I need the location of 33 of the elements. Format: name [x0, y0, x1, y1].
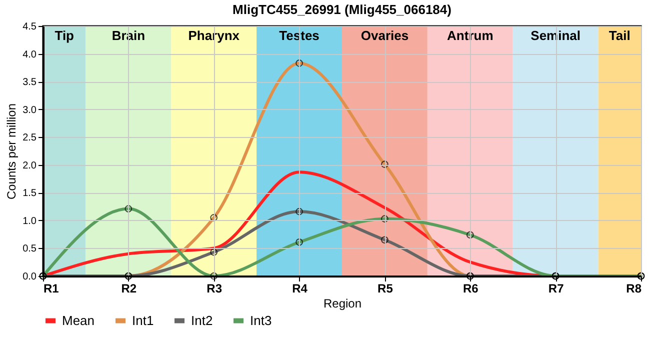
x-tick-label: R2 [121, 282, 137, 296]
x-tick-label: R6 [462, 282, 479, 296]
x-tick-label: R4 [292, 282, 308, 296]
chart-title: MligTC455_26991 (Mlig455_066184) [232, 2, 452, 17]
y-tick-label: 1.5 [22, 188, 37, 200]
band-label: Testes [279, 28, 320, 43]
y-tick-label: 3.5 [22, 77, 37, 88]
x-axis-title: Region [323, 296, 362, 310]
y-tick-label: 0.0 [22, 272, 37, 282]
band-label: Brain [112, 28, 146, 43]
band-label: Seminal [530, 28, 580, 43]
band-label: Pharynx [188, 28, 240, 43]
y-tick-label: 0.5 [22, 244, 37, 255]
band-label: Antrum [447, 28, 494, 43]
legend-label: Int3 [250, 312, 272, 328]
y-axis-title: Counts per million [4, 103, 19, 200]
band-label: Tip [54, 28, 74, 43]
x-tick-label: R5 [378, 282, 394, 296]
x-tick-label: R1 [44, 282, 60, 296]
y-tick-label: 1.0 [22, 216, 37, 227]
y-tick-label: 2.5 [22, 132, 37, 144]
y-tick-label: 2.0 [22, 160, 37, 172]
x-tick-label: R7 [548, 282, 564, 296]
legend-label: Mean [62, 312, 95, 328]
y-tick-label: 4.0 [22, 49, 37, 60]
legend-label: Int1 [132, 312, 154, 328]
x-tick-label: R3 [206, 282, 222, 296]
y-tick-label: 4.5 [22, 22, 37, 32]
band-label: Ovaries [360, 28, 409, 43]
band-label: Tail [608, 28, 630, 43]
legend-label: Int2 [191, 312, 213, 328]
x-tick-label: R8 [626, 282, 642, 296]
y-tick-label: 3.0 [22, 104, 37, 116]
